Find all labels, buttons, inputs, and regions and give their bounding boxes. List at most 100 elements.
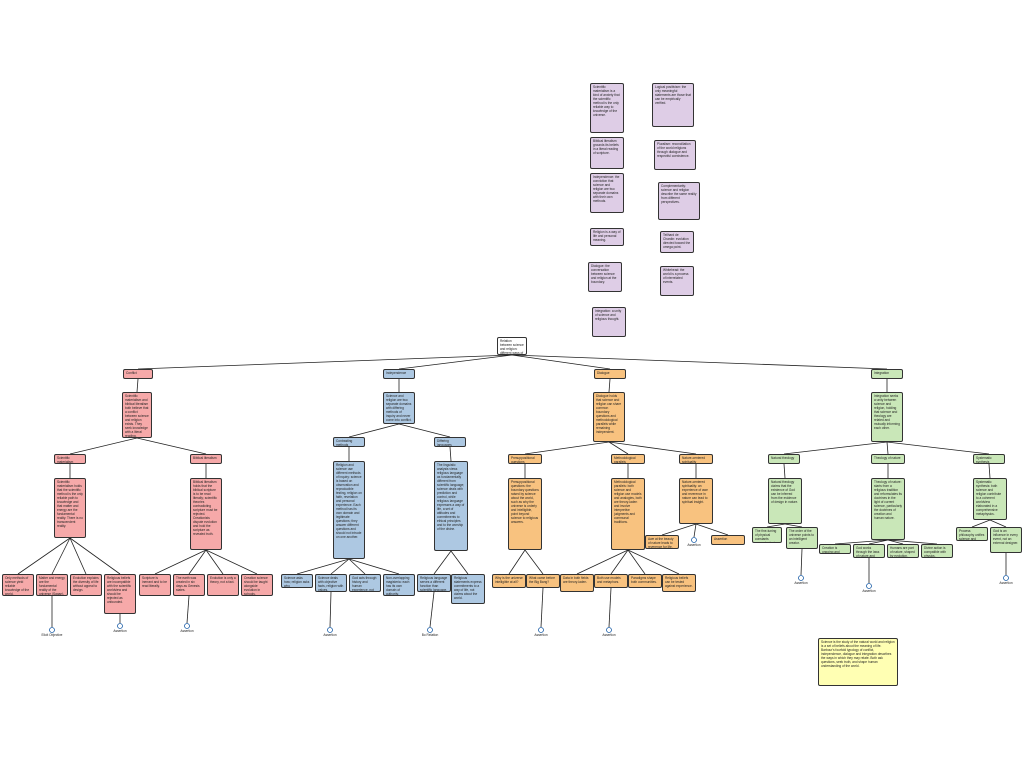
icon-label: Assertion (794, 581, 808, 585)
connector (429, 591, 435, 628)
topic-node: Contrasting methods (333, 437, 365, 447)
topic-node: God acts through history and human exper… (349, 574, 381, 592)
note: Religion is a way of life and personal m… (590, 228, 624, 246)
connector (330, 558, 350, 575)
topic-node: Non-overlapping magisteria: each has its… (383, 574, 415, 596)
topic-node: Divine action is compatible with physics… (921, 544, 953, 558)
topic-node: Humans are part of nature, shaped by evo… (887, 544, 919, 558)
topic-node: Both use models and metaphors. (594, 574, 628, 588)
connector (449, 446, 452, 462)
topic-node: Dialogue holds that science and religion… (593, 392, 625, 442)
connector (988, 463, 991, 479)
topic-node: Scripture is inerrant and to be read lit… (139, 574, 171, 596)
connector (69, 537, 121, 575)
topic-node: Biblical literalism (190, 454, 222, 464)
topic-node: Differing languages (434, 437, 466, 447)
connector (608, 441, 629, 455)
topic-node: Religious beliefs are incompatible with … (104, 574, 136, 614)
summary-note: Science is the study of the natural worl… (818, 638, 898, 686)
connector (695, 523, 729, 536)
icon (327, 627, 333, 633)
icon-label: Assertion (687, 543, 701, 547)
connector (693, 523, 697, 538)
connector (576, 549, 629, 575)
topic-node: Process philosophy unifies science and r… (956, 527, 988, 541)
icon (184, 623, 190, 629)
topic-node: God is an influence in every event, not … (990, 527, 1022, 553)
topic-node: Science and religion are two separate do… (383, 392, 415, 424)
note: Integration: a unity of science and reli… (592, 307, 626, 337)
topic-node: Systematic synthesis (973, 454, 1005, 464)
topic-node: Religious language serves a different fu… (417, 574, 451, 592)
connector (398, 354, 513, 370)
connector (511, 354, 888, 370)
icon-label: Assertion (323, 633, 337, 637)
connector (887, 539, 938, 545)
connector (608, 378, 611, 393)
topic-node: Integration seeks a unity between scienc… (871, 392, 903, 442)
topic-node: Matter and energy are the fundamental re… (36, 574, 68, 596)
icon (691, 537, 697, 543)
connector (51, 537, 71, 575)
note: Teilhard de Chardin: evolution directed … (660, 231, 694, 253)
connector (868, 539, 889, 545)
note: Independence: the conviction that scienc… (590, 173, 624, 213)
connector (205, 549, 224, 575)
topic-node: Methodological parallels (611, 454, 645, 464)
connector (886, 441, 889, 455)
connector (766, 523, 786, 528)
connector (508, 549, 526, 575)
branch-node: Independence (383, 369, 415, 379)
connector (433, 550, 452, 575)
connector (205, 549, 258, 575)
connector (887, 539, 904, 545)
connector (524, 549, 544, 575)
topic-node: The fine-tuning of physical constants su… (752, 527, 782, 543)
topic-node: What came before the Big Bang? (526, 574, 560, 588)
topic-node: Presuppositional questions (508, 454, 542, 464)
root-node: Relation between science and religion: d… (497, 337, 527, 355)
topic-node: Scientific materialism holds that the sc… (54, 478, 86, 538)
connector (627, 549, 680, 575)
topic-node: Creation is ongoing and evolving. (819, 544, 851, 554)
connector (524, 441, 610, 455)
connector (186, 595, 190, 624)
connector (188, 549, 207, 575)
icon-label: Assertion (113, 629, 127, 633)
connector (348, 423, 400, 438)
topic-node: Methodological parallels: both science a… (611, 478, 645, 550)
icon (606, 627, 612, 633)
connector (608, 587, 612, 628)
topic-node: Creation science should be taught alongs… (241, 574, 273, 596)
icon-label: Assertion (862, 589, 876, 593)
icon (49, 627, 55, 633)
connector (783, 441, 888, 455)
topic-node: Biblical literalism holds that the bibli… (190, 478, 222, 550)
icon (538, 627, 544, 633)
topic-node: Science asks how; religion asks why. (281, 574, 313, 588)
topic-node: Science deals with objective facts, reli… (315, 574, 347, 592)
icon (798, 575, 804, 581)
icon-label: Assertion (602, 633, 616, 637)
connector (450, 550, 469, 575)
connector (834, 539, 889, 545)
icon-label: Bo Relation (421, 633, 439, 637)
topic-node: Theology of nature (871, 454, 905, 464)
icon-label: Assertion (999, 581, 1013, 585)
connector (137, 354, 513, 370)
topic-node: Religion and science use different metho… (333, 461, 365, 559)
connector (136, 437, 207, 455)
icon (427, 627, 433, 633)
topic-node: Assertion (711, 535, 745, 545)
topic-node: Theology of nature: starts from a religi… (871, 478, 905, 540)
connector (329, 591, 332, 628)
icon (1003, 575, 1009, 581)
icon-label: Elicit Objective (41, 633, 63, 637)
topic-node: Data in both fields are theory-laden. (560, 574, 594, 592)
topic-node: Presuppositional questions: the boundary… (508, 478, 542, 550)
topic-node: Natural theology (768, 454, 800, 464)
topic-node: Awe at the beauty of nature leads to rev… (645, 535, 679, 549)
connector (784, 523, 803, 528)
